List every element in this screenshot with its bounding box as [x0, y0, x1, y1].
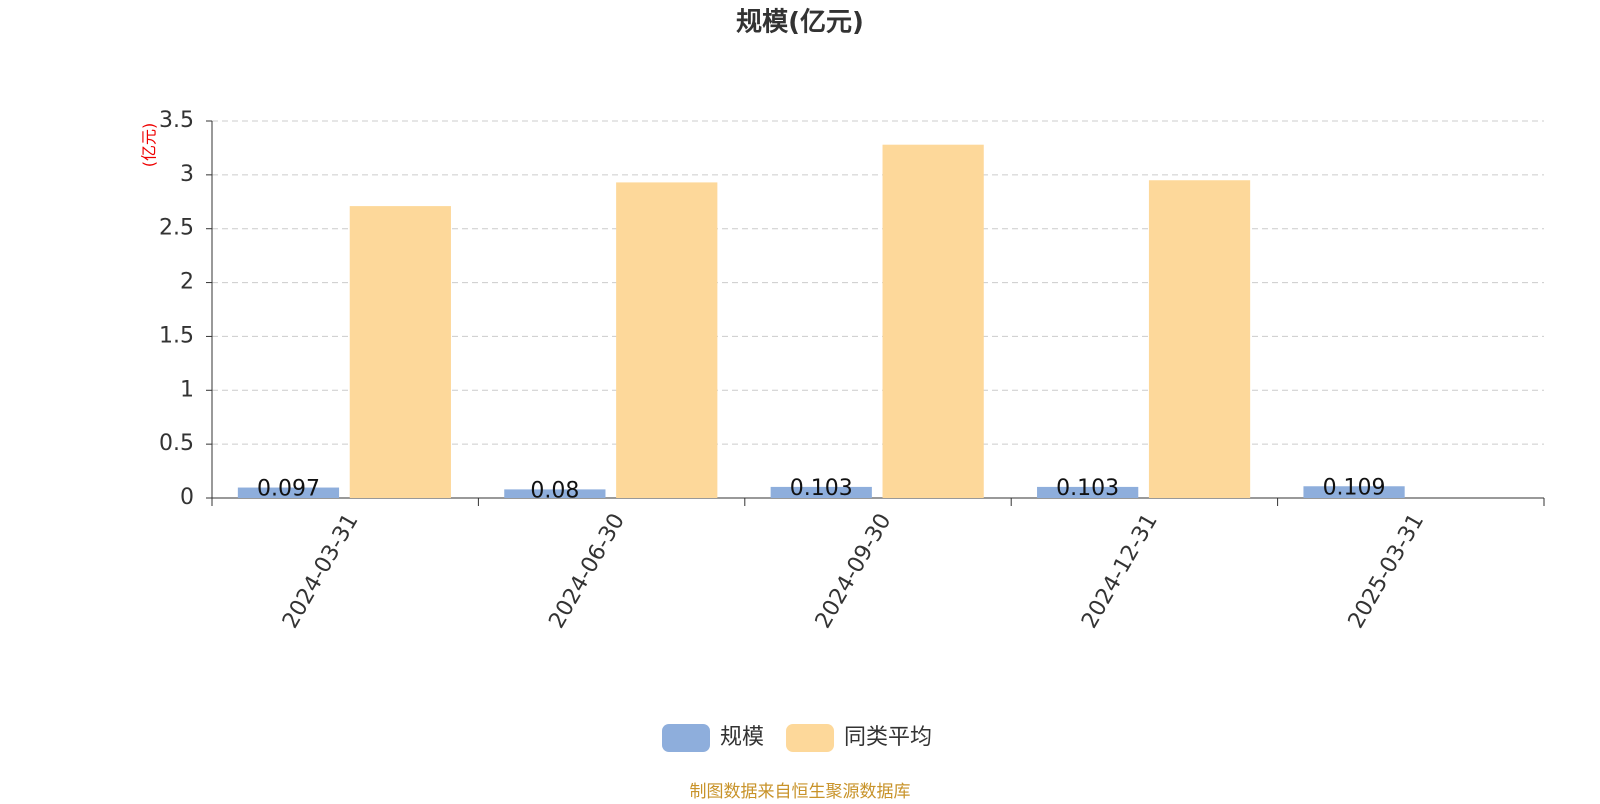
legend-label: 规模	[720, 725, 764, 750]
legend-label: 同类平均	[844, 725, 932, 750]
x-tick-label: 2024-09-30	[811, 510, 897, 633]
chart-title: 规模(亿元)	[736, 8, 864, 38]
data-label: 0.097	[257, 477, 320, 502]
bar	[1037, 486, 1139, 498]
y-tick-label: 2	[180, 270, 194, 295]
bar	[1303, 486, 1405, 498]
data-label: 0.103	[1056, 476, 1119, 501]
y-tick-label: 1.5	[159, 323, 194, 348]
x-tick-label: 2024-06-30	[544, 510, 630, 633]
data-label: 0.109	[1323, 475, 1386, 500]
x-tick-label: 2024-12-31	[1077, 510, 1163, 633]
legend-swatch	[662, 724, 710, 752]
data-label: 0.103	[790, 476, 853, 501]
bar	[237, 487, 340, 498]
bar	[882, 144, 984, 498]
data-label: 0.08	[530, 478, 579, 503]
bar	[770, 486, 872, 498]
y-tick-label: 3	[180, 162, 194, 187]
y-axis-label: (亿元)	[140, 123, 159, 168]
legend-swatch	[786, 724, 835, 752]
y-tick-label: 0	[180, 485, 194, 510]
y-tick-label: 2.5	[159, 216, 194, 241]
bar	[504, 489, 606, 498]
y-tick-label: 3.5	[159, 108, 194, 133]
y-tick-label: 1	[180, 377, 194, 402]
x-tick-label: 2024-03-31	[278, 510, 364, 633]
source-note: 制图数据来自恒生聚源数据库	[690, 782, 911, 800]
bar	[616, 182, 718, 498]
bar	[1148, 180, 1251, 498]
bar	[349, 206, 451, 498]
y-tick-label: 0.5	[159, 431, 194, 456]
x-tick-label: 2025-03-31	[1344, 510, 1430, 633]
